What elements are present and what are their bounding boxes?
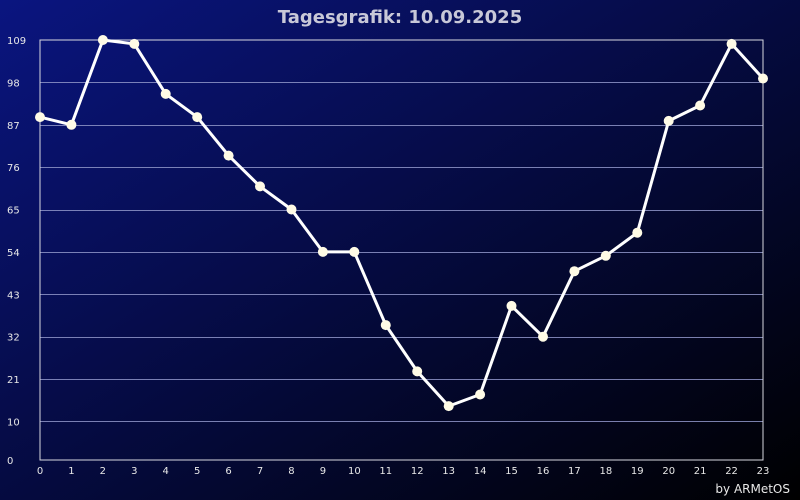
x-tick-label: 20	[662, 466, 675, 477]
data-markers	[35, 35, 768, 412]
y-tick-label: 65	[7, 206, 20, 217]
y-tick-label: 54	[7, 248, 20, 259]
x-tick-label: 4	[163, 466, 169, 477]
data-point	[663, 115, 674, 126]
x-tick-label: 1	[68, 466, 74, 477]
plot-frame	[39, 39, 764, 461]
x-tick-label: 22	[725, 466, 738, 477]
x-tick-label: 10	[348, 466, 361, 477]
x-tick-label: 13	[442, 466, 455, 477]
y-tick-label: 98	[7, 78, 20, 89]
series-line	[39, 38, 765, 408]
x-tick-label: 23	[757, 466, 770, 477]
y-tick-label: 43	[7, 290, 20, 301]
x-tick-label: 2	[100, 466, 106, 477]
data-point	[412, 366, 423, 377]
x-tick-label: 9	[320, 466, 326, 477]
x-tick-label: 7	[257, 466, 263, 477]
x-tick-label: 6	[225, 466, 231, 477]
data-point	[380, 320, 391, 331]
x-tick-label: 18	[599, 466, 612, 477]
y-axis-ticks: 0 10 21 32 43 54 65 76 87 98 109	[7, 36, 26, 467]
data-point	[223, 150, 234, 161]
grid-lines	[40, 82, 763, 422]
data-point	[726, 38, 737, 49]
data-point	[443, 401, 454, 412]
data-point	[66, 119, 77, 130]
data-point	[35, 112, 45, 123]
x-axis-ticks: 0 1 2 3 4 5 6 7 8 9 10 11 12 13 14 15 16 17 18 19 20 21 22 23	[37, 466, 770, 477]
x-tick-label: 11	[379, 466, 392, 477]
x-tick-label: 17	[568, 466, 581, 477]
y-tick-label: 32	[7, 333, 20, 344]
data-point	[632, 227, 643, 238]
x-tick-label: 16	[537, 466, 550, 477]
chart-title: Tagesgrafik: 10.09.2025	[278, 7, 522, 28]
x-tick-label: 19	[631, 466, 644, 477]
x-tick-label: 0	[37, 466, 43, 477]
data-point	[475, 389, 486, 400]
x-tick-label: 15	[505, 466, 518, 477]
x-tick-label: 21	[694, 466, 707, 477]
data-point	[317, 246, 328, 257]
data-point	[160, 88, 171, 99]
x-tick-label: 8	[288, 466, 294, 477]
x-tick-label: 5	[194, 466, 200, 477]
credit-label: by ARMetOS	[715, 482, 790, 496]
y-tick-label: 10	[7, 417, 20, 428]
x-tick-label: 14	[474, 466, 487, 477]
data-point	[286, 204, 297, 215]
data-point	[97, 35, 108, 45]
data-point	[129, 38, 140, 49]
data-point	[538, 331, 548, 342]
y-tick-label: 109	[7, 36, 26, 47]
y-tick-label: 21	[7, 375, 20, 386]
y-tick-label: 87	[7, 121, 20, 132]
y-tick-label: 76	[7, 163, 20, 174]
data-point	[569, 266, 580, 277]
x-tick-label: 3	[131, 466, 137, 477]
x-tick-label: 12	[411, 466, 424, 477]
data-point	[506, 300, 517, 311]
data-point	[349, 246, 360, 257]
data-point	[695, 100, 706, 111]
data-point	[192, 112, 203, 123]
data-point	[255, 181, 265, 192]
y-tick-label: 0	[7, 456, 13, 467]
data-point	[758, 73, 768, 84]
data-point	[600, 250, 611, 261]
